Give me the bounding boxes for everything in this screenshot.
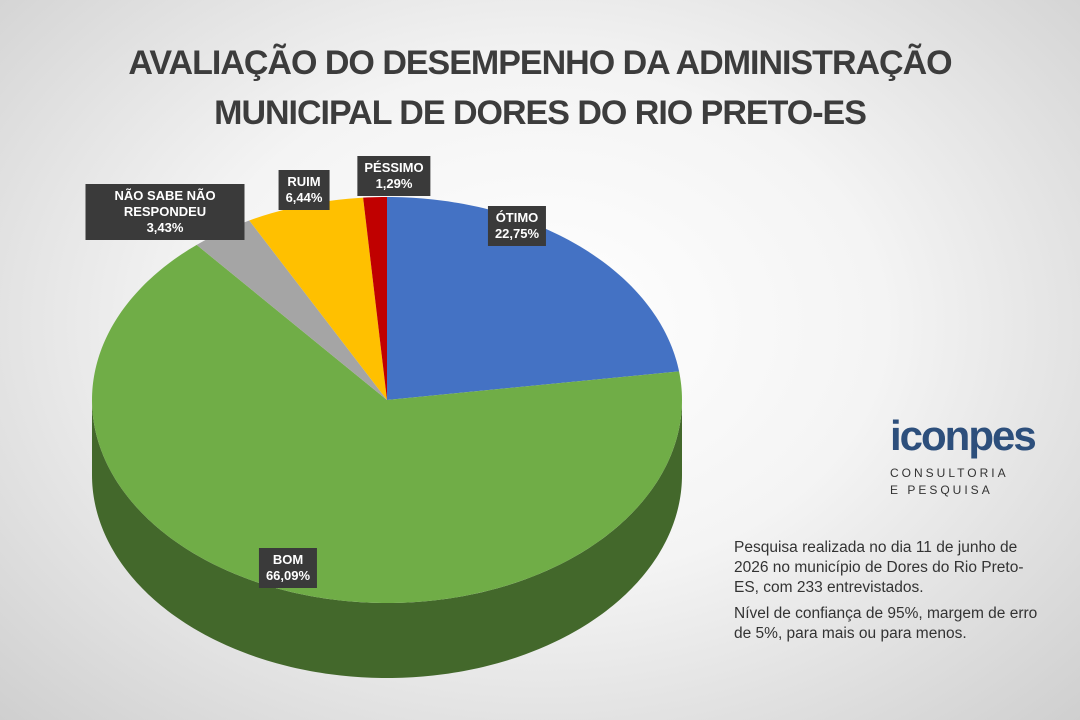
brand-tagline: CONSULTORIA	[890, 466, 1009, 480]
chart-title: AVALIAÇÃO DO DESEMPENHO DA ADMINISTRAÇÃO…	[128, 44, 952, 132]
data-label: RUIM 6,44%	[278, 170, 330, 210]
category-label: ÓTIMO	[495, 210, 539, 225]
slice-top	[92, 244, 682, 603]
notes: Pesquisa realizada no dia 11 de junho de…	[734, 538, 1039, 650]
value-label: 22,75%	[494, 226, 540, 241]
slice	[387, 197, 680, 400]
value-label: 66,09%	[265, 568, 311, 583]
data-label: ÓTIMO 22,75%	[487, 206, 547, 246]
note: Nível de confiança de 95%, margem de err…	[734, 605, 1038, 642]
slice-top	[196, 220, 387, 400]
data-label: NÃO SABE NÃO RESPONDEU 3,43%	[85, 184, 245, 240]
slice-side	[92, 400, 682, 678]
value-label: 3,43%	[146, 220, 184, 235]
data-label: PÉSSIMO 1,29%	[357, 156, 431, 196]
value-label: 1,29%	[375, 176, 413, 191]
slice	[249, 197, 387, 400]
slice-top	[249, 197, 387, 400]
slice-top	[387, 197, 680, 400]
category-label: RUIM	[287, 174, 321, 189]
slice-top	[363, 197, 387, 400]
category-label: BOM	[272, 552, 304, 567]
slice	[196, 220, 387, 400]
brand-logo: iconpes	[890, 412, 1037, 459]
data-label: BOM 66,09%	[258, 548, 318, 588]
slice	[363, 197, 387, 400]
slice	[92, 244, 682, 678]
category-label: PÉSSIMO	[364, 160, 424, 175]
note: Pesquisa realizada no dia 11 de junho de…	[734, 539, 1024, 596]
value-label: 6,44%	[285, 190, 323, 205]
brand-tagline: E PESQUISA	[890, 483, 993, 497]
category-label: NÃO SABE NÃO RESPONDEU	[114, 188, 216, 219]
